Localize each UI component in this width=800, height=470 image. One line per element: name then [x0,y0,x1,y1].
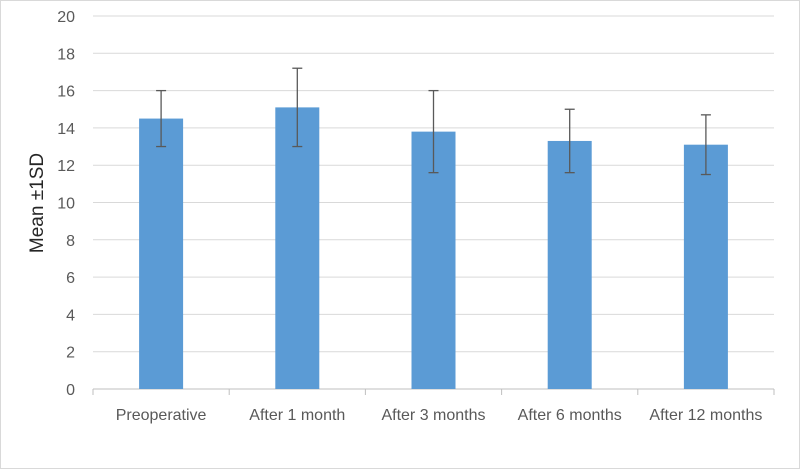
x-tick-label: After 3 months [381,407,485,424]
y-tick-label: 4 [66,307,75,324]
y-tick-label: 2 [66,345,75,362]
y-tick-label: 12 [57,158,75,175]
x-tick-label: After 6 months [518,407,622,424]
y-axis-title: Mean ±1SD [27,153,48,253]
y-tick-label: 16 [57,84,75,101]
y-tick-label: 10 [57,196,75,213]
error-bar [292,67,303,148]
bar [275,107,320,389]
error-bars [156,67,711,176]
y-tick-label: 8 [66,233,75,250]
x-tick-label: After 12 months [649,407,762,424]
x-tick-label: Preoperative [116,407,207,424]
error-bar [428,89,439,174]
y-tick-label: 14 [57,121,75,138]
y-tick-label: 20 [57,9,75,26]
bar [683,144,728,389]
error-bar [156,89,167,148]
bar [139,118,184,389]
error-bar [564,108,575,174]
bars [139,107,728,389]
y-tick-label: 0 [66,382,75,399]
x-tick-label: After 1 month [249,407,345,424]
error-bar [700,114,711,176]
bar [547,140,592,389]
y-axis-ticks: 0 2 4 6 8 10 12 14 16 18 20 [57,9,75,399]
x-axis-ticks: Preoperative After 1 month After 3 months A… [116,407,763,424]
y-tick-label: 18 [57,46,75,63]
bar [411,131,456,389]
y-tick-label: 6 [66,270,75,287]
